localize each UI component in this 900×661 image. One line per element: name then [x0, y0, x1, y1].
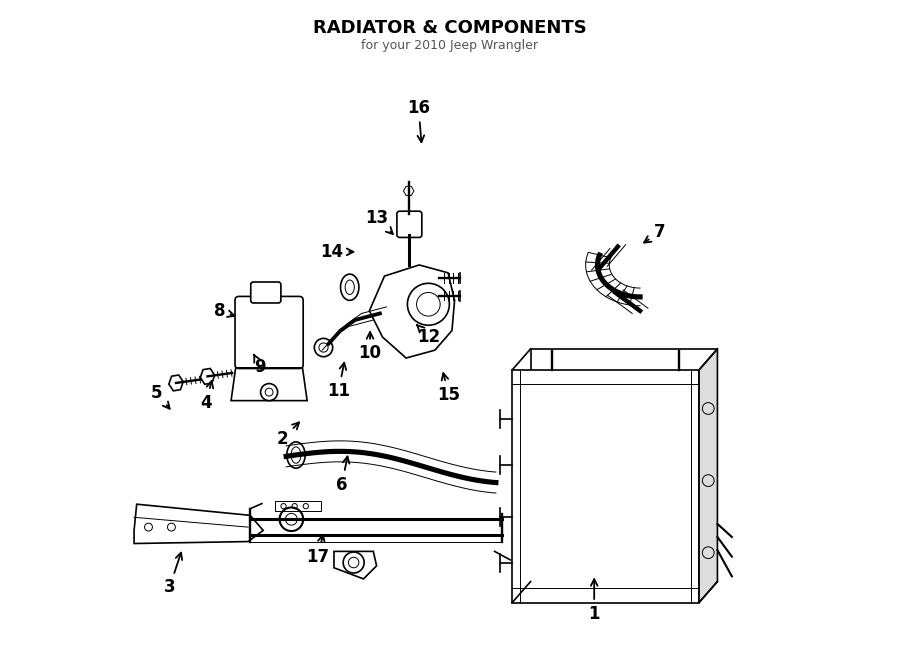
Circle shape	[408, 284, 449, 325]
FancyBboxPatch shape	[397, 212, 422, 237]
Circle shape	[280, 508, 303, 531]
Polygon shape	[699, 349, 717, 603]
Text: 3: 3	[164, 553, 182, 596]
Polygon shape	[403, 186, 414, 196]
Text: 2: 2	[277, 422, 299, 447]
Polygon shape	[369, 265, 454, 358]
Text: 1: 1	[589, 579, 600, 623]
Circle shape	[314, 338, 333, 357]
Circle shape	[343, 552, 364, 573]
Text: 16: 16	[407, 98, 430, 142]
Ellipse shape	[340, 274, 359, 300]
Text: 12: 12	[417, 325, 441, 346]
Text: 13: 13	[365, 209, 393, 234]
FancyBboxPatch shape	[251, 282, 281, 303]
Text: 15: 15	[437, 373, 460, 404]
Text: 14: 14	[320, 243, 354, 261]
Text: 8: 8	[213, 302, 234, 320]
Text: for your 2010 Jeep Wrangler: for your 2010 Jeep Wrangler	[362, 39, 538, 52]
Text: 17: 17	[306, 535, 329, 566]
Circle shape	[261, 383, 277, 401]
Text: 4: 4	[201, 381, 213, 412]
Polygon shape	[512, 369, 699, 603]
Text: 6: 6	[336, 457, 349, 494]
Ellipse shape	[287, 442, 305, 468]
Text: 9: 9	[254, 354, 266, 375]
Polygon shape	[169, 375, 184, 391]
FancyBboxPatch shape	[235, 296, 303, 369]
Text: 5: 5	[150, 384, 170, 408]
Text: 10: 10	[358, 332, 382, 362]
Text: RADIATOR & COMPONENTS: RADIATOR & COMPONENTS	[313, 19, 587, 37]
Text: 7: 7	[644, 223, 666, 243]
Polygon shape	[201, 368, 215, 384]
Text: 11: 11	[327, 363, 350, 400]
